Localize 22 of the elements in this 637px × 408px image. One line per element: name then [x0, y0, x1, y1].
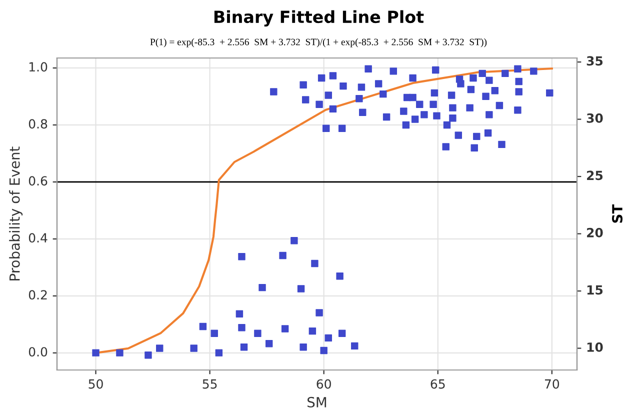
y2-tick-label: 20: [587, 228, 603, 238]
y-tick-label: 0.6: [28, 176, 48, 186]
x-tick-label: 55: [202, 379, 217, 389]
y2-tick-label: 10: [587, 342, 603, 352]
y-axis-title: Probability of Event: [9, 146, 23, 280]
y2-tick-label: 35: [586, 56, 603, 66]
chart-subtitle: P(1) = exp(-85.3 + 2.556 SM + 3.732 ST)/(1 + exp(-85.3 + 2.556 SM + 3.732 ST)): [150, 38, 487, 48]
y-tick-label: 0.0: [28, 347, 48, 357]
x-tick-label: 65: [430, 379, 445, 389]
y-tick-label: 0.2: [28, 290, 47, 300]
x-tick-label: 70: [544, 379, 560, 389]
chart-title: Binary Fitted Line Plot: [214, 10, 424, 26]
y2-tick-label: 30: [586, 113, 603, 123]
y-tick-label: 0.4: [28, 233, 48, 243]
y-tick-label: 1.0: [29, 62, 48, 72]
y2-tick-label: 25: [587, 170, 603, 180]
y2-tick-label: 15: [587, 285, 603, 295]
y2-axis-title: ST: [612, 204, 623, 223]
y-tick-label: 0.8: [28, 119, 48, 129]
x-axis-title: SM: [308, 396, 326, 408]
x-tick-label: 50: [88, 379, 103, 389]
x-tick-label: 60: [316, 379, 331, 389]
